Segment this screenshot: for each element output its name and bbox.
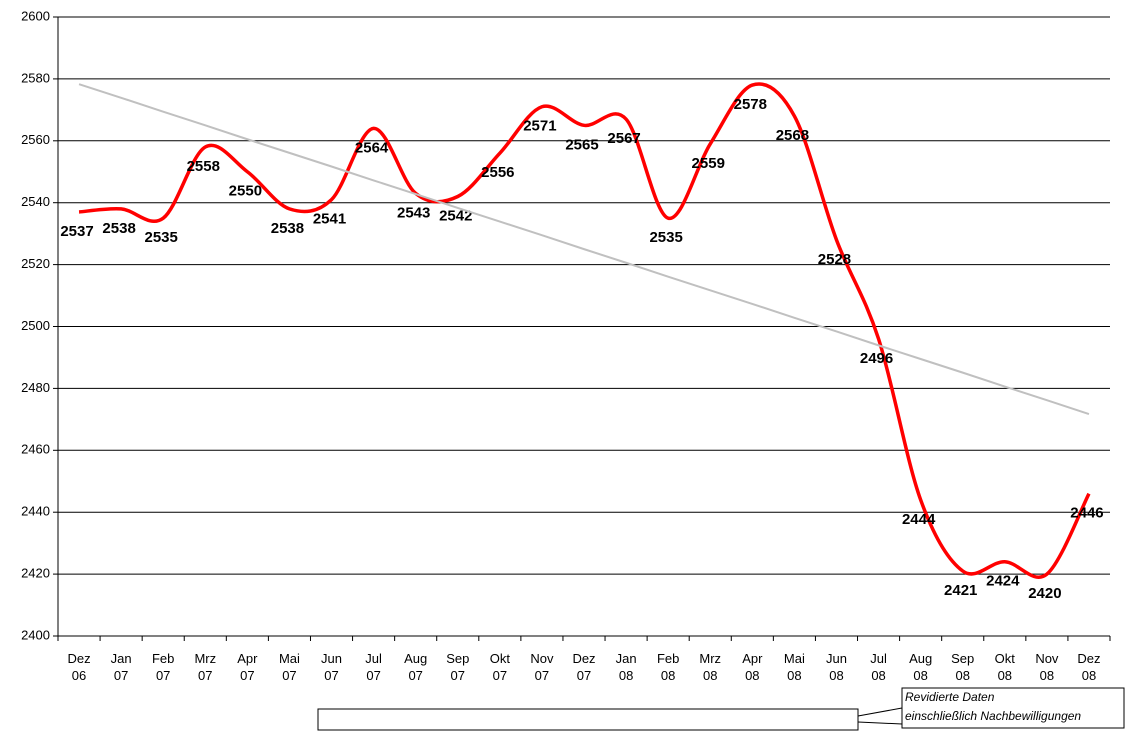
y-tick-label: 2500 [21, 318, 50, 333]
x-tick-label: Jan 07 [111, 651, 132, 683]
y-tick-label: 2540 [21, 194, 50, 209]
x-tick-label: Feb 08 [657, 651, 679, 683]
data-label: 2444 [902, 511, 936, 528]
data-label: 2565 [565, 136, 598, 153]
data-label: 2421 [944, 582, 977, 599]
x-tick-label: Nov 08 [1035, 651, 1059, 683]
data-label: 2543 [397, 204, 430, 221]
x-tick-label: Jan 08 [616, 651, 637, 683]
x-tick-label: Nov 07 [530, 651, 554, 683]
y-tick-label: 2460 [21, 442, 50, 457]
x-tick-label: Mrz 08 [699, 651, 721, 683]
annotation-pointer [857, 707, 903, 717]
line [78, 82, 1091, 579]
x-tick-label: Apr 08 [742, 651, 763, 683]
data-label: 2578 [734, 96, 767, 113]
data-label: 2558 [187, 158, 220, 175]
x-tick-label: Jun 08 [826, 651, 847, 683]
x-tick-label: Sep 08 [951, 651, 974, 683]
data-label: 2528 [818, 251, 851, 268]
data-label: 2420 [1028, 585, 1061, 602]
x-tick-label: Mai 07 [279, 651, 300, 683]
data-label: 2541 [313, 211, 346, 228]
data-label: 2567 [607, 130, 640, 147]
x-tick-label: Apr 07 [237, 651, 258, 683]
x-tick-label: Mai 08 [784, 651, 805, 683]
data-label: 2568 [776, 127, 809, 144]
x-tick-label: Aug 07 [404, 651, 427, 683]
data-label: 2542 [439, 207, 472, 224]
x-tick-label: Aug 08 [909, 651, 932, 683]
data-label: 2538 [102, 220, 135, 237]
data-label: 2424 [986, 573, 1020, 590]
x-tick-label: Dez 07 [572, 651, 595, 683]
y-tick-label: 2440 [21, 504, 50, 519]
data-label: 2538 [271, 220, 304, 237]
annotation: Revidierte Daten [905, 690, 995, 704]
y-tick-label: 2580 [21, 70, 50, 85]
annotation: einschließlich Nachbewilligungen [905, 709, 1081, 723]
y-tick-label: 2420 [21, 566, 50, 581]
data-label: 2564 [355, 139, 389, 156]
x-tick-label: Okt 07 [490, 651, 511, 683]
y-tick-label: 2480 [21, 380, 50, 395]
y-tick-label: 2520 [21, 256, 50, 271]
x-tick-label: Feb 07 [152, 651, 174, 683]
y-tick-label: 2560 [21, 132, 50, 147]
data-label: 2550 [229, 183, 262, 200]
annotation-box [901, 687, 1125, 729]
y-tick-label: 2400 [21, 627, 50, 642]
data-label: 2556 [481, 164, 514, 181]
data-label: 2537 [60, 223, 93, 240]
legend [317, 708, 859, 731]
x-tick-label: Jul 08 [870, 651, 887, 683]
data-label: 2535 [649, 229, 682, 246]
y-tick-label: 2600 [21, 8, 50, 23]
data-label: 2496 [860, 350, 893, 367]
data-label: 2446 [1070, 505, 1103, 522]
data-label: 2571 [523, 118, 556, 135]
data-label: 2559 [692, 155, 725, 172]
x-tick-label: Mrz 07 [194, 651, 216, 683]
x-tick-label: Jun 07 [321, 651, 342, 683]
x-tick-label: Sep 07 [446, 651, 469, 683]
annotation-pointer [857, 721, 903, 725]
x-tick-label: Okt 08 [995, 651, 1016, 683]
line [78, 83, 1090, 416]
x-tick-label: Dez 08 [1077, 651, 1100, 683]
x-tick-label: Dez 06 [67, 651, 90, 683]
data-label: 2535 [145, 229, 178, 246]
x-tick-label: Jul 07 [365, 651, 382, 683]
